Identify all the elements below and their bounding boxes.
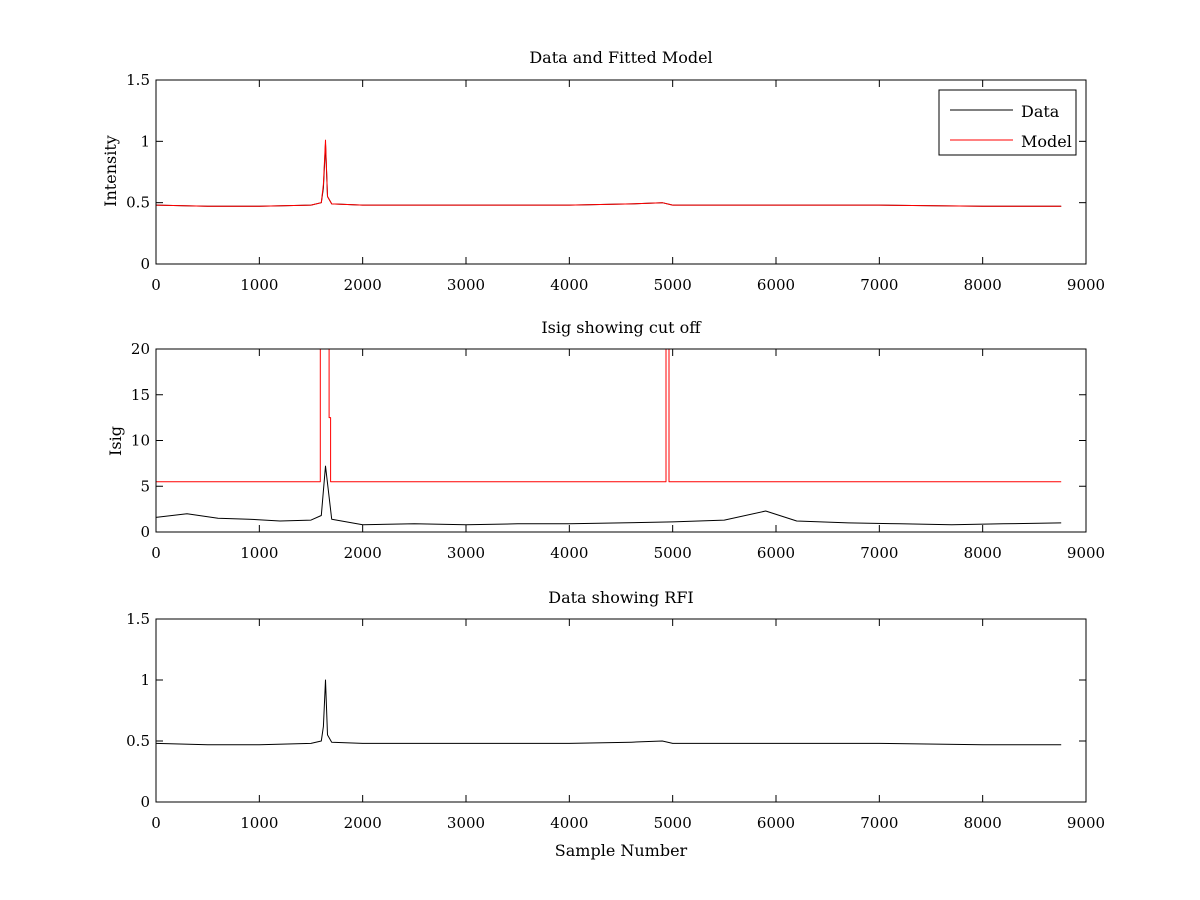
x-tick-label: 5000 — [654, 276, 692, 294]
x-tick-label: 1000 — [240, 276, 278, 294]
x-tick-label: 6000 — [757, 276, 795, 294]
x-tick-label: 4000 — [550, 544, 588, 562]
y-tick-label: 0.5 — [126, 732, 150, 750]
plot-frame — [155, 618, 1087, 803]
x-tick-label: 2000 — [344, 814, 382, 832]
panel-data-showing-rfi: Data showing RFI Sample Number 0 1000 2000… — [126, 588, 1105, 860]
x-tick-label: 3000 — [447, 814, 485, 832]
plot-frame — [155, 79, 1087, 265]
y-tick-label: 1.5 — [126, 610, 150, 628]
chart-title: Data showing RFI — [548, 588, 693, 607]
y-tick-label: 0.5 — [126, 194, 150, 212]
x-tick-label: 3000 — [447, 276, 485, 294]
x-tick-label: 9000 — [1067, 544, 1105, 562]
panel-isig-showing-cut-off: Isig showing cut off Isig 0 1000 2000 3000 4… — [106, 318, 1105, 562]
x-tick-label: 6000 — [757, 544, 795, 562]
legend-box — [938, 89, 1077, 156]
x-tick-label: 3000 — [447, 544, 485, 562]
y-tick-label: 0 — [140, 793, 150, 811]
x-tick-label: 1000 — [240, 814, 278, 832]
x-tick-label: 8000 — [964, 544, 1002, 562]
legend-label-model: Model — [1021, 132, 1072, 151]
x-ticks: 0 1000 2000 3000 4000 5000 6000 7000 8000 9000 — [151, 349, 1105, 562]
x-tick-label: 4000 — [550, 276, 588, 294]
y-tick-label: 10 — [131, 432, 150, 450]
x-tick-label: 9000 — [1067, 814, 1105, 832]
y-tick-label: 1 — [140, 671, 150, 689]
y-tick-label: 20 — [131, 340, 150, 358]
series-lines — [155, 139, 1062, 207]
series-line-model — [155, 139, 1062, 207]
x-tick-label: 4000 — [550, 814, 588, 832]
y-tick-label: 5 — [140, 477, 150, 495]
x-tick-label: 7000 — [860, 814, 898, 832]
legend-label-data: Data — [1021, 102, 1060, 121]
y-tick-label: 15 — [131, 386, 150, 404]
series-lines — [155, 679, 1062, 746]
x-tick-label: 7000 — [860, 544, 898, 562]
plot-area — [156, 619, 1086, 802]
y-tick-label: 1.5 — [126, 71, 150, 89]
x-tick-label: 2000 — [344, 544, 382, 562]
series-line-series-1 — [155, 679, 1062, 746]
series-line-series-1 — [155, 465, 1062, 526]
x-ticks: 0 1000 2000 3000 4000 5000 6000 7000 8000 9000 — [151, 619, 1105, 832]
plot-area — [156, 80, 1086, 264]
x-tick-label: 0 — [151, 544, 161, 562]
x-axis-label: Sample Number — [555, 841, 688, 860]
y-axis-label: Intensity — [101, 135, 120, 207]
plot-frame — [155, 348, 1087, 533]
x-ticks: 0 1000 2000 3000 4000 5000 6000 7000 8000 9000 — [151, 80, 1105, 294]
x-tick-label: 6000 — [757, 814, 795, 832]
plot-area — [156, 349, 1086, 532]
x-tick-label: 1000 — [240, 544, 278, 562]
y-axis-label: Isig — [106, 426, 125, 456]
x-tick-label: 8000 — [964, 276, 1002, 294]
y-ticks: 0 0.5 1 1.5 — [126, 610, 1086, 811]
x-tick-label: 0 — [151, 814, 161, 832]
x-tick-label: 5000 — [654, 544, 692, 562]
y-tick-label: 0 — [140, 255, 150, 273]
y-ticks: 0 5 10 15 20 — [131, 340, 1086, 541]
y-tick-label: 0 — [140, 523, 150, 541]
x-tick-label: 8000 — [964, 814, 1002, 832]
x-tick-label: 2000 — [344, 276, 382, 294]
chart-title: Data and Fitted Model — [529, 48, 712, 67]
panel-data-and-fitted-model: Data and Fitted Model Intensity 0 1000 200… — [101, 48, 1105, 294]
legend: Data Model — [938, 89, 1077, 156]
x-tick-label: 9000 — [1067, 276, 1105, 294]
x-tick-label: 0 — [151, 276, 161, 294]
chart-title: Isig showing cut off — [541, 318, 702, 337]
x-tick-label: 7000 — [860, 276, 898, 294]
x-tick-label: 5000 — [654, 814, 692, 832]
y-tick-label: 1 — [140, 132, 150, 150]
